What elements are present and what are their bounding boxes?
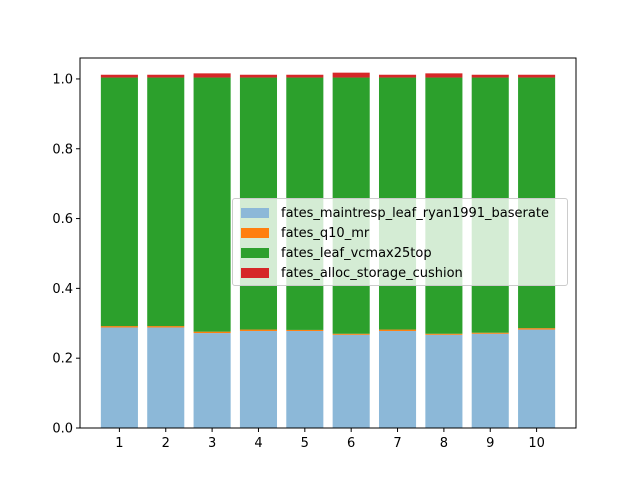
bar-segment-2-cat-2 — [147, 326, 185, 328]
bar-segment-1-cat-4 — [239, 330, 278, 428]
bar-segment-4-cat-10 — [518, 74, 556, 78]
x-tick-label-7: 7 — [393, 436, 401, 451]
legend-swatch-cushion — [241, 268, 269, 278]
bar-segment-4-cat-8 — [425, 73, 463, 78]
bar-segment-2-cat-9 — [471, 332, 509, 334]
bar-segment-1-cat-9 — [471, 333, 509, 428]
bar-segment-1-cat-7 — [378, 330, 417, 428]
x-tick-label-3: 3 — [208, 436, 216, 451]
legend-swatch-q10 — [241, 228, 269, 238]
y-tick-label-1: 0.2 — [52, 352, 73, 367]
y-tick-label-3: 0.6 — [52, 212, 73, 227]
bar-segment-1-cat-3 — [193, 333, 231, 428]
plot-frame — [79, 57, 577, 429]
x-tick-label-9: 9 — [486, 436, 494, 451]
bar-segment-4-cat-3 — [193, 73, 231, 78]
legend-item-cushion: fates_alloc_storage_cushion — [241, 263, 463, 283]
bar-segment-2-cat-7 — [378, 329, 417, 331]
bar-segment-1-cat-5 — [286, 330, 324, 428]
bar-segment-1-cat-1 — [100, 327, 138, 428]
legend-swatch-baserate — [241, 208, 269, 218]
x-tick-label-4: 4 — [254, 436, 262, 451]
bar-segment-1-cat-10 — [518, 329, 556, 428]
x-tick-label-5: 5 — [301, 436, 309, 451]
legend-label-vcmax: fates_leaf_vcmax25top — [281, 245, 432, 261]
legend-label-cushion: fates_alloc_storage_cushion — [281, 265, 463, 281]
x-tick-label-10: 10 — [528, 436, 545, 451]
bar-segment-4-cat-1 — [100, 74, 138, 78]
bar-segment-4-cat-2 — [147, 74, 185, 78]
bar-segment-4-cat-9 — [471, 74, 509, 78]
bar-segment-2-cat-3 — [193, 331, 231, 334]
x-tick-label-1: 1 — [115, 436, 123, 451]
bar-segment-1-cat-6 — [332, 334, 370, 428]
legend-item-baserate: fates_maintresp_leaf_ryan1991_baserate — [241, 203, 549, 223]
bar-segment-2-cat-6 — [332, 333, 370, 335]
y-tick-label-4: 0.8 — [52, 142, 73, 157]
bar-segment-2-cat-8 — [425, 333, 463, 335]
bar-segment-1-cat-2 — [147, 327, 185, 428]
bar-segment-4-cat-7 — [378, 74, 417, 78]
y-tick-label-0: 0.0 — [52, 422, 73, 437]
x-tick-label-6: 6 — [347, 436, 355, 451]
bar-segment-3-cat-1 — [100, 77, 138, 327]
bar-segment-4-cat-5 — [286, 74, 324, 78]
legend: fates_maintresp_leaf_ryan1991_baserate f… — [232, 198, 568, 286]
legend-swatch-vcmax — [241, 248, 269, 258]
x-tick-label-8: 8 — [440, 436, 448, 451]
bar-segment-4-cat-6 — [332, 72, 370, 78]
bar-segment-2-cat-1 — [100, 326, 138, 328]
legend-label-baserate: fates_maintresp_leaf_ryan1991_baserate — [281, 205, 549, 221]
legend-item-q10: fates_q10_mr — [241, 223, 369, 243]
bar-segment-1-cat-8 — [425, 334, 463, 428]
bar-segment-4-cat-4 — [239, 74, 278, 78]
bar-segment-3-cat-2 — [147, 77, 185, 327]
legend-item-vcmax: fates_leaf_vcmax25top — [241, 243, 432, 263]
y-tick-label-2: 0.4 — [52, 282, 73, 297]
y-tick-label-5: 1.0 — [52, 72, 73, 87]
bar-segment-2-cat-4 — [239, 329, 278, 331]
bar-segment-3-cat-3 — [193, 77, 231, 332]
x-tick-label-2: 2 — [162, 436, 170, 451]
legend-label-q10: fates_q10_mr — [281, 225, 370, 241]
bar-segment-2-cat-10 — [518, 328, 556, 330]
bar-segment-2-cat-5 — [286, 329, 324, 331]
